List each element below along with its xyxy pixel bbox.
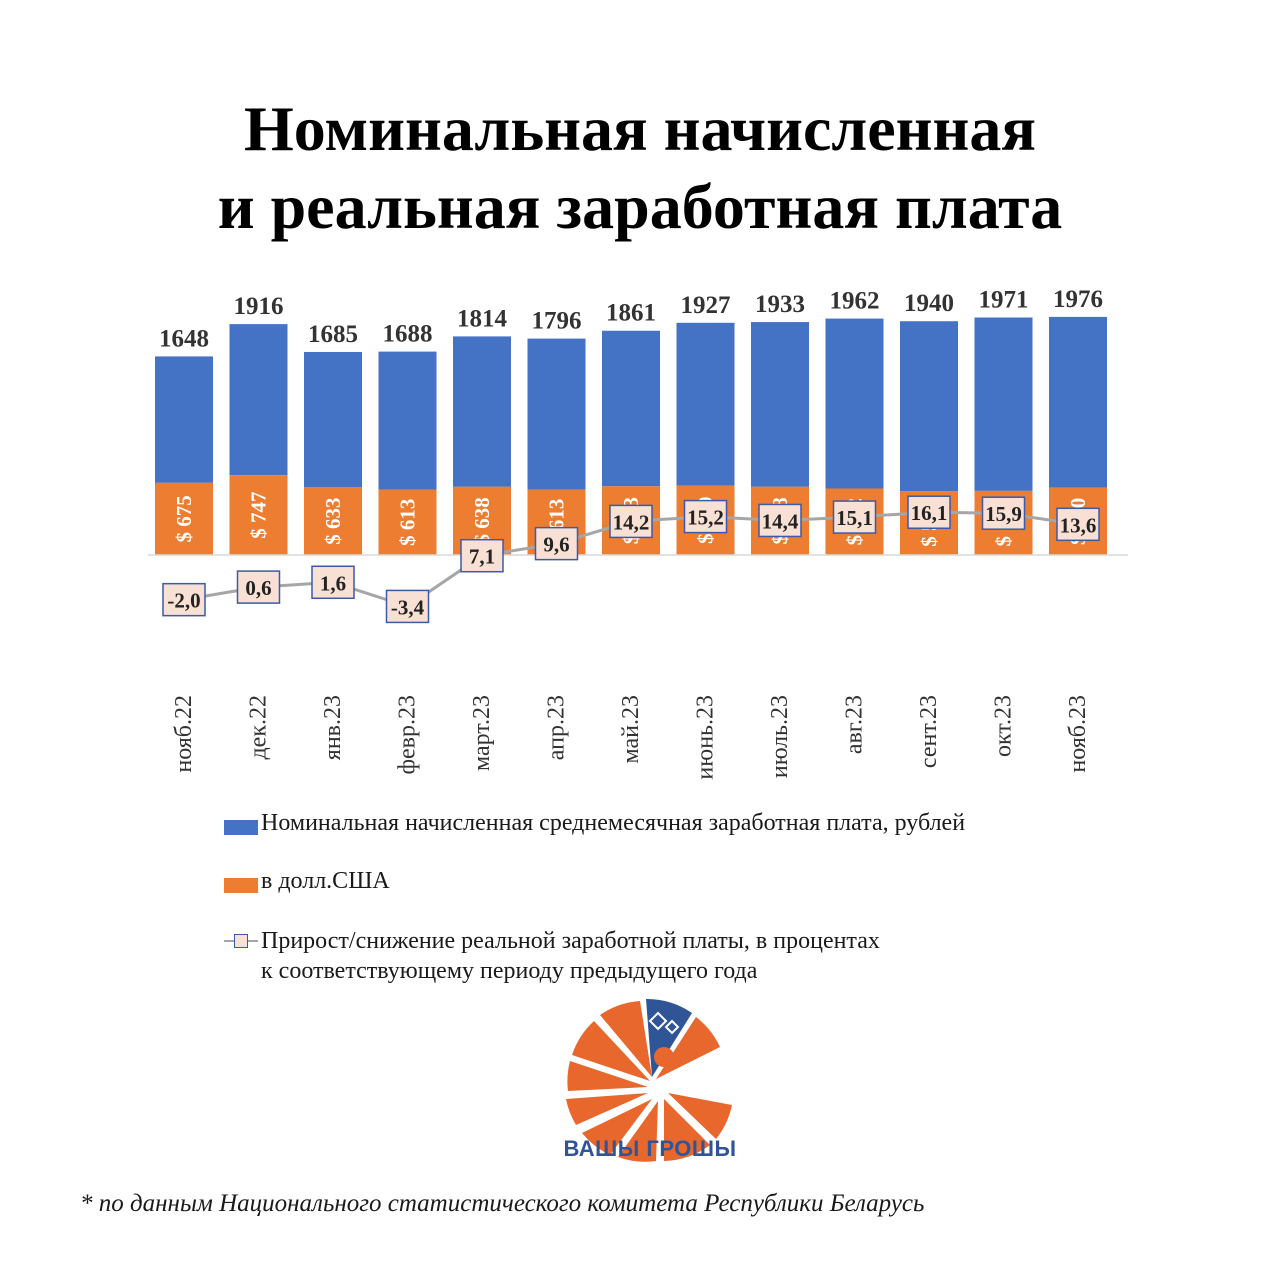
growth-marker-12 (1056, 507, 1100, 542)
chart-title: Номинальная начисленная и реальная зараб… (0, 90, 1280, 246)
nominal-label-12: 1976 (1053, 286, 1103, 313)
usd-label-2: $ 633 (321, 498, 345, 545)
nominal-bar-10 (900, 321, 958, 492)
nominal-bar-12 (1049, 316, 1107, 488)
x-tick-label-5: апр.23 (544, 695, 570, 760)
x-tick-label-8: июль.23 (767, 695, 793, 778)
nominal-bar-3 (378, 351, 437, 490)
x-tick-label-7: июнь.23 (693, 695, 719, 780)
salary-chart: 1648 1916 1685 1688 1814 1796 1861 1927 1933 1962… (148, 286, 1128, 780)
nominal-label-8: 1933 (755, 291, 805, 318)
x-tick-label-0: нояб.22 (171, 695, 197, 773)
growth-label-3: -3,4 (391, 595, 425, 619)
usd-label-1: $ 747 (247, 491, 271, 538)
growth-marker-10 (907, 495, 951, 529)
growth-marker-5 (534, 526, 579, 561)
usd-bar-0 (155, 482, 213, 555)
growth-marker-0 (162, 582, 206, 617)
x-tick-label-11: окт.23 (991, 695, 1017, 757)
growth-label-11: 15,9 (985, 502, 1022, 526)
growth-marker-3 (385, 589, 430, 624)
nominal-bar-5 (527, 338, 586, 490)
legend-label-usd: в долл.США (261, 868, 390, 894)
legend-label-growth-1: Прирост/снижение реальной заработной пла… (261, 928, 880, 954)
legend-swatch-usd (224, 878, 258, 893)
growth-marker-1 (236, 570, 281, 604)
nominal-label-2: 1685 (308, 321, 358, 348)
legend-label-nominal: Номинальная начисленная среднемесячная з… (261, 810, 966, 836)
usd-label-3: $ 613 (396, 499, 420, 546)
growth-label-5: 9,6 (543, 533, 569, 557)
nominal-bar-2 (304, 351, 362, 488)
growth-label-9: 15,1 (836, 506, 873, 530)
usd-bar-3 (378, 489, 437, 555)
growth-marker-9 (832, 500, 877, 534)
growth-marker-4 (460, 538, 504, 573)
growth-label-6: 14,2 (613, 510, 650, 534)
usd-bar-1 (229, 475, 288, 555)
footnote: * по данным Национального статистическог… (80, 1190, 925, 1217)
growth-line-group: -2,0 0,6 1,6 -3,4 7,1 9,6 14,2 15,2 14,4 15,1 16,1… (162, 495, 1100, 624)
growth-marker-2 (311, 565, 355, 600)
growth-label-2: 1,6 (320, 571, 346, 595)
growth-marker-11 (981, 496, 1026, 530)
chart-title-line-2: и реальная заработная плата (217, 171, 1063, 242)
nominal-bars-group (155, 316, 1107, 492)
nominal-bar-0 (155, 356, 213, 483)
legend-label-growth-2: к соответствующему периоду предыдущего г… (261, 958, 758, 984)
growth-label-7: 15,2 (687, 506, 724, 530)
x-tick-label-1: дек.22 (246, 695, 272, 760)
usd-bar-2 (304, 487, 362, 555)
x-tick-label-3: февр.23 (395, 695, 421, 775)
nominal-bar-8 (751, 322, 809, 487)
brand-name: ВАШЫ ГРОШЫ (563, 1136, 737, 1161)
x-axis-labels-group: нояб.22 дек.22 янв.23 февр.23 март.23 апр.23 м… (171, 695, 1091, 780)
growth-label-12: 13,6 (1060, 513, 1097, 537)
nominal-label-4: 1814 (457, 305, 508, 332)
growth-marker-8 (758, 503, 802, 538)
nominal-bar-4 (453, 336, 511, 487)
nominal-bar-11 (974, 317, 1033, 491)
usd-label-4: $ 638 (470, 497, 494, 544)
nominal-label-3: 1688 (383, 321, 433, 348)
nominal-label-7: 1927 (681, 292, 731, 319)
nominal-label-5: 1796 (532, 308, 582, 335)
nominal-bar-9 (825, 318, 884, 489)
chart-title-line-1: Номинальная начисленная (243, 93, 1037, 164)
x-tick-label-12: нояб.23 (1065, 695, 1091, 773)
nominal-bar-1 (229, 324, 288, 476)
growth-label-1: 0,6 (245, 576, 271, 600)
nominal-label-11: 1971 (979, 286, 1029, 313)
legend-item-usd: в долл.США (224, 868, 390, 895)
nominal-label-9: 1962 (830, 288, 880, 315)
growth-marker-6 (609, 504, 653, 539)
growth-label-8: 14,4 (762, 509, 799, 533)
growth-marker-7 (683, 499, 728, 534)
legend-item-growth: Прирост/снижение реальной заработной пла… (224, 926, 880, 986)
nominal-label-1: 1916 (234, 293, 284, 320)
vashy-groshy-logo (566, 998, 732, 1162)
legend-swatch-growth-line (224, 926, 258, 956)
nominal-bar-6 (602, 330, 660, 487)
nominal-label-6: 1861 (606, 300, 656, 327)
x-tick-label-10: сент.23 (916, 695, 942, 768)
nominal-label-0: 1648 (159, 325, 209, 352)
x-tick-label-9: авг.23 (842, 695, 868, 754)
usd-label-0: $ 675 (172, 495, 196, 542)
legend-item-nominal: Номинальная начисленная среднемесячная з… (224, 810, 965, 837)
legend-swatch-nominal (224, 820, 258, 835)
nominal-label-10: 1940 (904, 290, 954, 317)
growth-label-10: 16,1 (911, 501, 948, 525)
nominal-labels-group: 1648 1916 1685 1688 1814 1796 1861 1927 1933 1962… (159, 286, 1103, 353)
x-tick-label-4: март.23 (469, 695, 495, 771)
x-tick-label-6: май.23 (618, 695, 644, 764)
growth-label-4: 7,1 (469, 545, 495, 569)
x-tick-label-2: янв.23 (320, 695, 346, 760)
nominal-bar-7 (676, 322, 735, 486)
growth-label-0: -2,0 (167, 589, 200, 613)
